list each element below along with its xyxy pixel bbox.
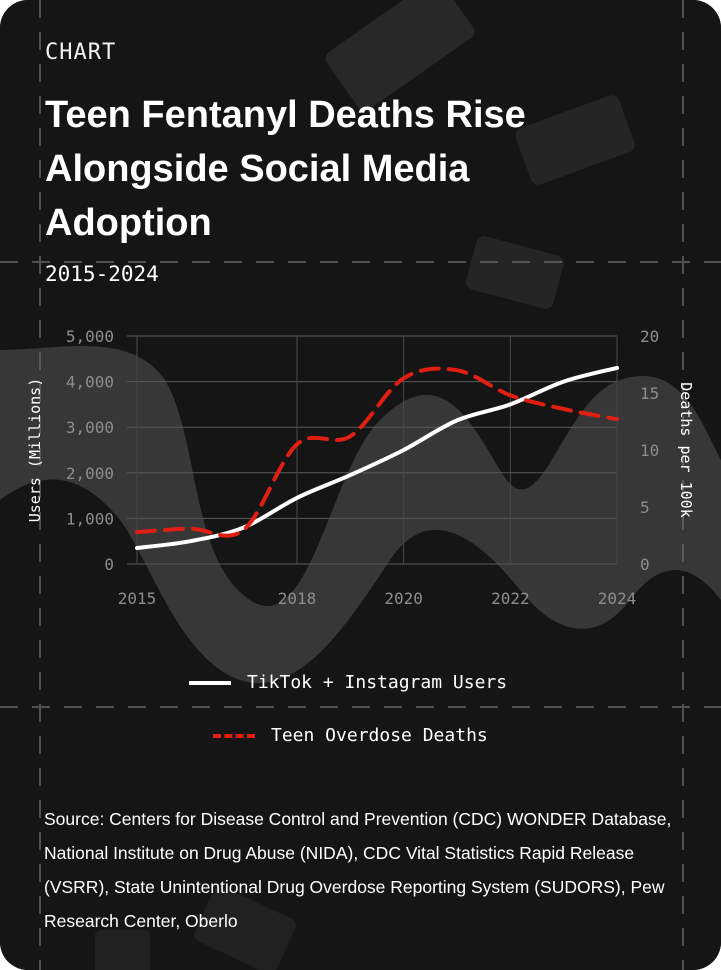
series-layer xyxy=(135,365,619,551)
y-left-tick-label: 4,000 xyxy=(66,373,114,392)
x-tick-label: 2024 xyxy=(598,589,637,608)
chart-kicker: CHART xyxy=(45,40,117,65)
y-right-tick-label: 0 xyxy=(640,555,650,574)
legend-label-users: TikTok + Instagram Users xyxy=(247,672,508,693)
x-tick-label: 2015 xyxy=(118,589,157,608)
y-left-tick-label: 2,000 xyxy=(66,464,114,483)
y-right-tick-label: 10 xyxy=(640,441,659,460)
y-right-tick-label: 15 xyxy=(640,384,659,403)
legend-item-deaths: Teen Overdose Deaths xyxy=(213,725,488,746)
series-line-users xyxy=(135,365,619,551)
legend-swatch-users xyxy=(189,680,231,685)
y-left-ticks: 0 1,000 2,000 3,000 4,000 5,000 xyxy=(66,327,114,574)
y-left-tick-label: 0 xyxy=(104,555,114,574)
y-left-tick-label: 1,000 xyxy=(66,509,114,528)
x-ticks: 2015 2018 2020 2022 2024 xyxy=(118,589,637,608)
chart-title: Teen Fentanyl Deaths Rise Alongside Soci… xyxy=(45,94,526,244)
chart-subtitle: 2015-2024 xyxy=(45,262,159,286)
legend-item-users: TikTok + Instagram Users xyxy=(189,672,507,693)
legend-label-deaths: Teen Overdose Deaths xyxy=(271,725,488,746)
y-right-axis-title: Deaths per 100k xyxy=(677,382,695,517)
x-tick-label: 2020 xyxy=(384,589,423,608)
y-right-tick-label: 5 xyxy=(640,498,650,517)
line-chart: 0 1,000 2,000 3,000 4,000 5,000 0 5 10 15 20 2015… xyxy=(26,327,695,608)
y-right-ticks: 0 5 10 15 20 xyxy=(640,327,659,574)
y-right-tick-label: 20 xyxy=(640,327,659,346)
y-left-tick-label: 5,000 xyxy=(66,327,114,346)
x-tick-label: 2022 xyxy=(491,589,530,608)
legend-swatch-deaths xyxy=(213,733,255,738)
y-left-tick-label: 3,000 xyxy=(66,418,114,437)
source-note: Source: Centers for Disease Control and … xyxy=(44,809,672,931)
x-tick-label: 2018 xyxy=(278,589,317,608)
y-left-axis-title: Users (Millions) xyxy=(26,378,44,523)
series-line-deaths xyxy=(135,366,619,538)
